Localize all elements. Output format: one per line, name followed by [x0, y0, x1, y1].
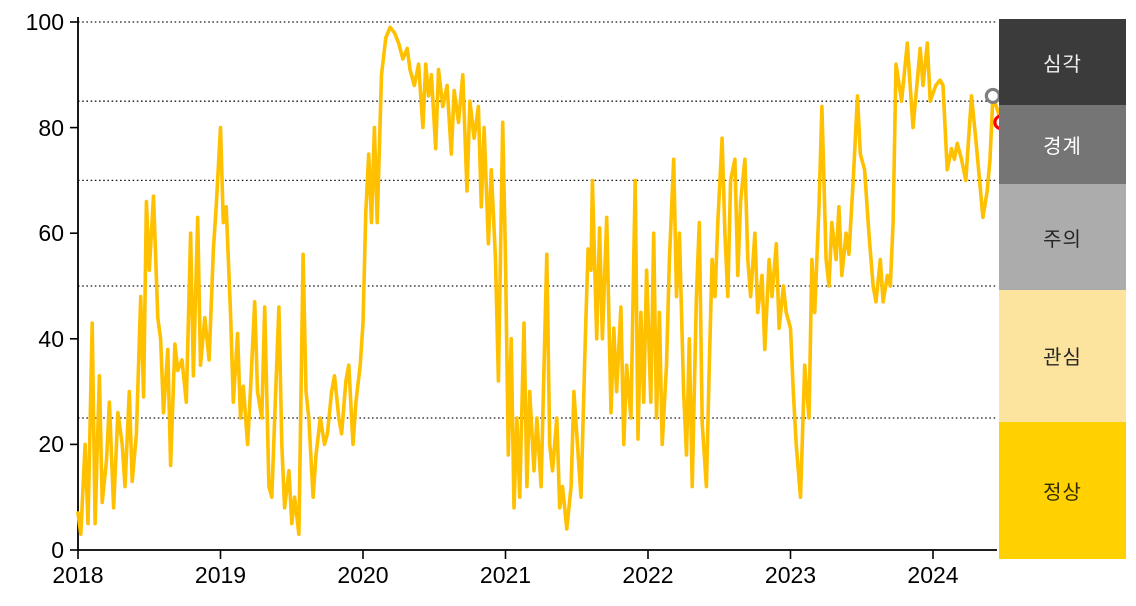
risk-zone: 주의 — [999, 184, 1126, 290]
x-tick-label: 2024 — [907, 562, 959, 588]
y-tick-label: 0 — [51, 537, 64, 563]
risk-zone-label: 정상 — [1043, 481, 1082, 504]
x-tick-label: 2021 — [479, 562, 532, 588]
risk-zone-label: 관심 — [1043, 347, 1082, 370]
y-tick-label: 80 — [38, 114, 64, 141]
risk-zone-label: 심각 — [1043, 53, 1082, 76]
y-tick-label: 40 — [38, 325, 64, 352]
risk-zone: 정상 — [999, 421, 1126, 559]
y-tick-label: 20 — [38, 431, 64, 458]
x-tick-label: 2023 — [764, 562, 817, 588]
risk-zone-label: 주의 — [1043, 228, 1082, 251]
y-tick-label: 60 — [38, 220, 64, 247]
risk-zone: 경계 — [999, 105, 1126, 185]
x-tick-label: 2018 — [52, 562, 104, 588]
y-tick-label: 100 — [25, 9, 64, 35]
series-line — [76, 25, 1004, 537]
risk-zone: 심각 — [999, 19, 1126, 106]
x-tick-label: 2022 — [622, 562, 674, 588]
previous-point-marker — [984, 87, 1001, 105]
risk-zone-label: 경계 — [1043, 136, 1082, 159]
risk-zone: 관심 — [999, 289, 1126, 422]
x-tick-label: 2019 — [194, 562, 247, 588]
x-tick-label: 2020 — [337, 562, 389, 588]
